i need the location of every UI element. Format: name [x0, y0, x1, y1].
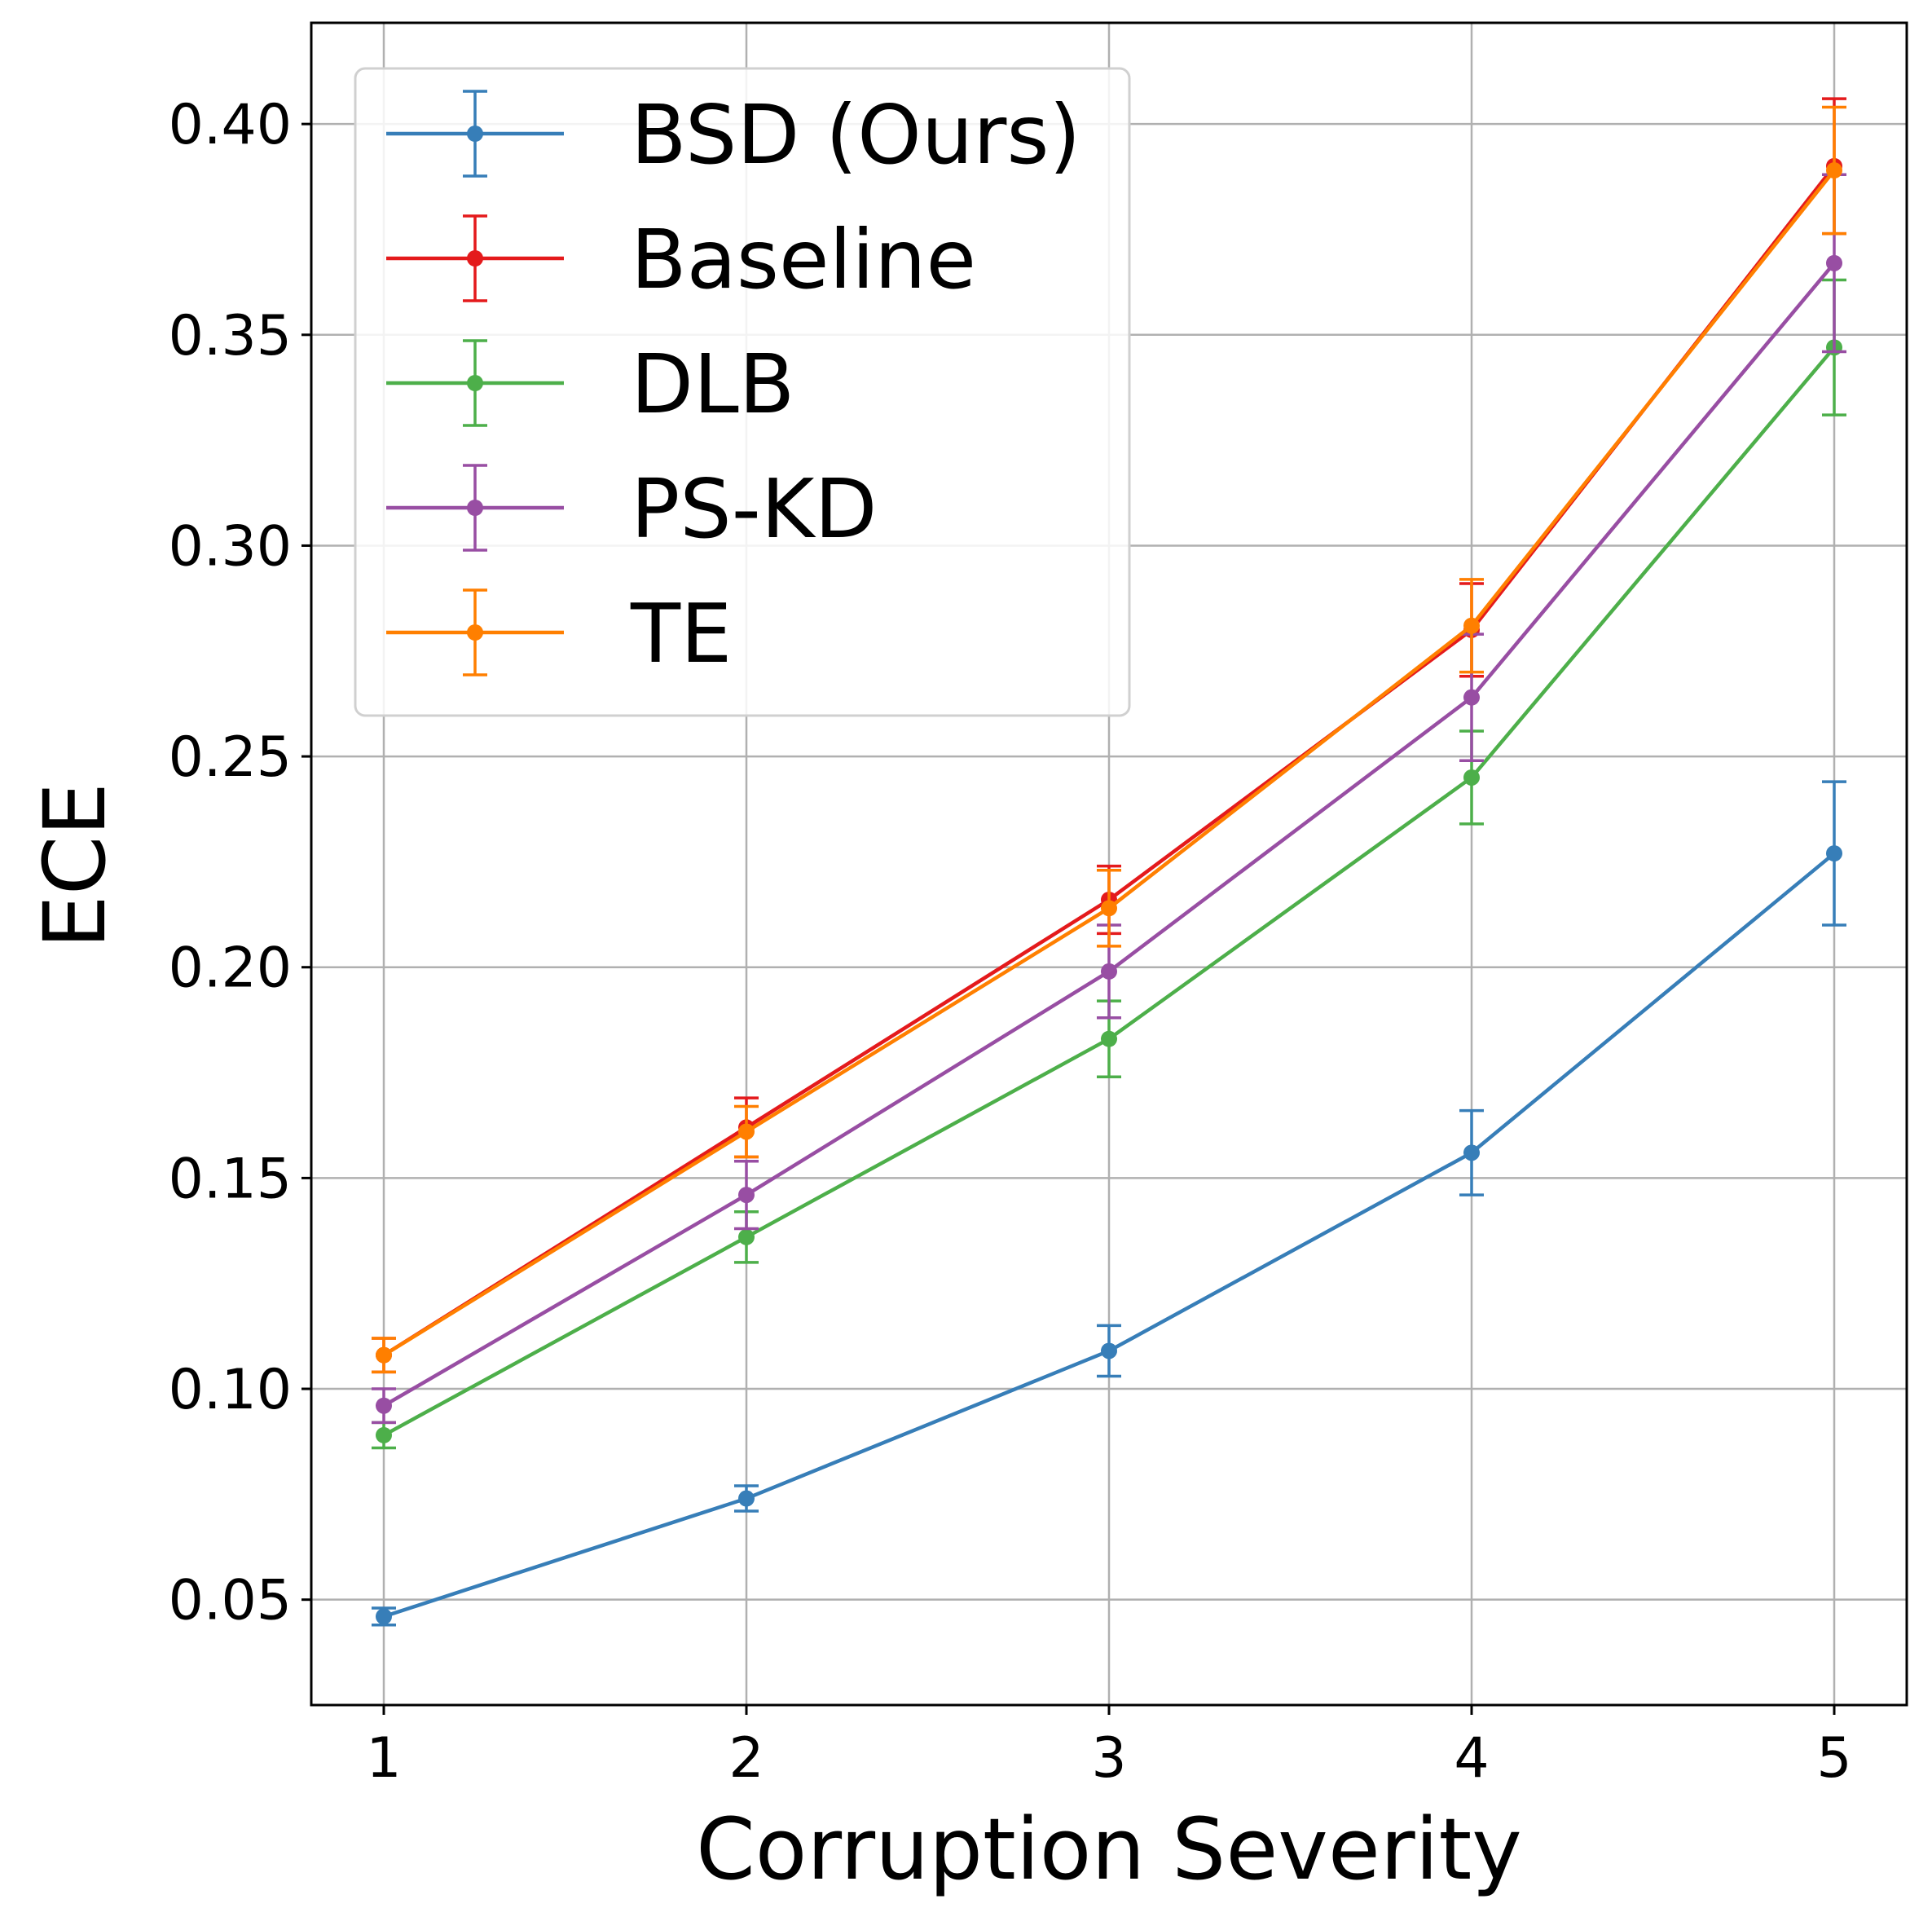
x-tick-label: 2: [728, 1726, 764, 1791]
legend-label: DLB: [631, 337, 794, 432]
data-point: [1101, 1342, 1117, 1359]
series-te: [372, 105, 1846, 1374]
x-tick-label: 5: [1816, 1726, 1851, 1791]
series-bsd-ours: [372, 780, 1846, 1627]
legend-item: DLB: [386, 337, 794, 432]
data-point: [376, 1346, 392, 1364]
data-point: [1101, 900, 1117, 917]
data-point: [376, 1608, 392, 1625]
y-tick-label: 0.10: [169, 1358, 292, 1422]
legend-marker: [467, 500, 483, 516]
legend-marker: [467, 375, 483, 391]
legend-marker: [467, 624, 483, 641]
data-point: [738, 1123, 755, 1140]
data-point: [1826, 162, 1842, 179]
data-point: [376, 1426, 392, 1443]
data-point: [738, 1187, 755, 1204]
data-point: [1826, 254, 1842, 271]
y-tick-label: 0.35: [169, 304, 292, 368]
legend-item: Baseline: [386, 212, 976, 307]
y-tick-label: 0.20: [169, 936, 292, 1001]
x-tick-label: 4: [1454, 1726, 1489, 1791]
y-tick-label: 0.30: [169, 514, 292, 579]
data-point: [1463, 769, 1480, 786]
legend-label: PS-KD: [631, 461, 877, 557]
legend-marker: [467, 126, 483, 142]
data-point: [1101, 963, 1117, 980]
y-axis-title: ECE: [25, 782, 125, 949]
legend-item: PS-KD: [386, 461, 877, 557]
data-point: [1463, 689, 1480, 706]
y-tick-label: 0.40: [169, 93, 292, 157]
y-tick-label: 0.05: [169, 1569, 292, 1633]
legend-box: [354, 67, 1131, 717]
data-point: [376, 1397, 392, 1414]
data-point: [1463, 1144, 1480, 1161]
legend-item: TE: [386, 586, 732, 681]
y-tick-label: 0.15: [169, 1147, 292, 1211]
legend-label: TE: [630, 586, 732, 681]
legend-item: BSD (Ours): [386, 87, 1080, 183]
legend-label: BSD (Ours): [631, 87, 1080, 183]
data-point: [738, 1490, 755, 1507]
y-tick-label: 0.25: [169, 725, 292, 790]
data-point: [1826, 845, 1842, 862]
x-axis-title: Corruption Severity: [696, 1800, 1522, 1899]
x-tick-label: 1: [366, 1726, 401, 1791]
x-tick-label: 3: [1091, 1726, 1126, 1791]
legend: BSD (Ours) Baseline DLB PS-KD TE: [354, 67, 1131, 717]
data-point: [1463, 617, 1480, 634]
axis-ticks: 1 2 3 4 5 0.05 0.10 0.15 0.20 0.25 0.30 0.35 0.40: [169, 93, 1852, 1791]
series-group: [372, 97, 1846, 1627]
legend-label: Baseline: [631, 212, 976, 307]
data-point: [1101, 1030, 1117, 1047]
data-point: [738, 1228, 755, 1245]
legend-marker: [467, 250, 483, 267]
